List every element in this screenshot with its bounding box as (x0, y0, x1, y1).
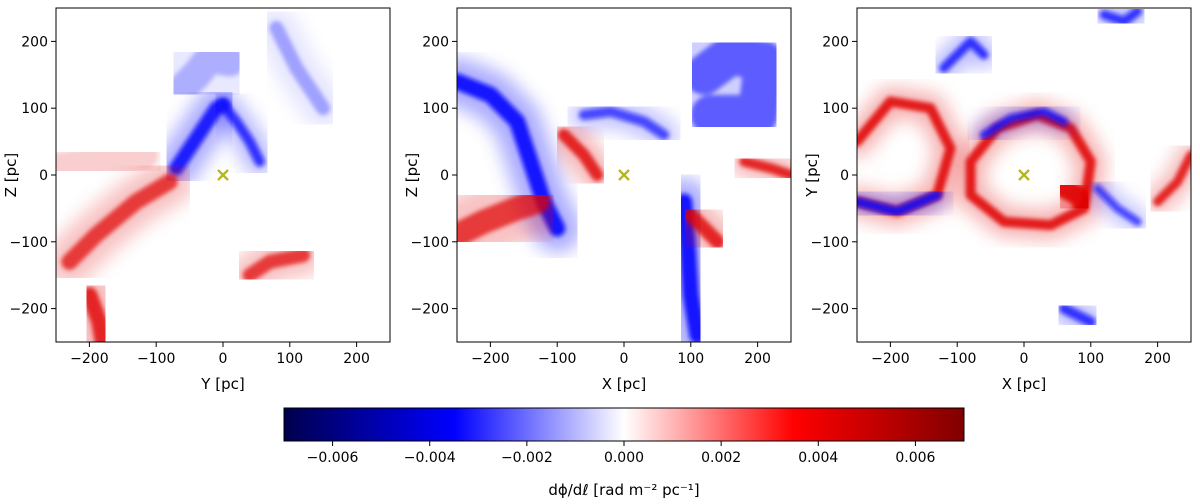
panel-2-xlabel: X [pc] (602, 375, 647, 393)
panel-3-xlabel: X [pc] (1002, 375, 1047, 393)
panel-3-xtick-label: 200 (1144, 351, 1171, 367)
panel-2-xtick-label: 0 (620, 351, 629, 367)
panel-2-feature-5 (557, 128, 604, 181)
panel-3-xticks: −200 −100 0 100 200 (871, 342, 1171, 367)
panel-3-feature-8 (1059, 303, 1096, 327)
panel-1-xtick-label: −200 (70, 351, 108, 367)
panel-2-ytick-label: 100 (422, 101, 449, 117)
panel-1-ytick-label: 0 (39, 168, 48, 184)
panel-3-xtick-label: −200 (871, 351, 909, 367)
panel-2-ytick-label: 0 (440, 168, 449, 184)
panel-3-feature-6 (1093, 184, 1142, 226)
panel-2-marker (618, 169, 630, 181)
panel-3-yticks: 200 100 0 −100 −200 (811, 34, 857, 318)
panel-1-feature-2 (167, 43, 245, 104)
panel-2-feature-4 (457, 189, 550, 248)
panel-1-features (56, 8, 345, 342)
panel-3-ytick-label: 100 (822, 101, 849, 117)
panel-3-ytick-label: −100 (811, 235, 849, 251)
panel-1-feature-7 (56, 140, 158, 184)
panel-2-ytick-label: 200 (422, 34, 449, 50)
panel-2-xtick-label: 100 (677, 351, 704, 367)
panel-3-marker (1018, 169, 1030, 181)
colorbar-tick-label: −0.002 (501, 450, 553, 466)
panel-2-xticks: −200 −100 0 100 200 (471, 342, 771, 367)
panel-1-feature-1 (218, 99, 265, 167)
panel-2-xtick-label: 200 (744, 351, 771, 367)
panel-3-features (857, 8, 1191, 337)
panel-1-xtick-label: 100 (276, 351, 303, 367)
panel-1-feature-3 (269, 21, 331, 116)
panel-1-feature-5 (81, 287, 111, 342)
panel-2-feature-2 (684, 34, 785, 135)
colorbar-tick-label: −0.004 (404, 450, 456, 466)
panel-1-marker (217, 169, 229, 181)
colorbar-label: dϕ/dℓ [rad m⁻² pc⁻¹] (548, 481, 699, 499)
panel-2-feature-7 (739, 156, 791, 180)
panel-1-ytick-label: −100 (10, 235, 48, 251)
panel-1-ylabel: Z [pc] (2, 153, 20, 198)
panel-1-xticks: −200 −100 0 100 200 (70, 342, 370, 367)
panel-2-ytick-label: −100 (411, 235, 449, 251)
panel-1-ytick-label: 100 (21, 101, 48, 117)
colorbar-tick-label: 0.002 (701, 450, 741, 466)
panel-3-xtick-label: −100 (938, 351, 976, 367)
panel-3-ytick-label: −200 (811, 302, 849, 318)
panel-3-ylabel: Y [pc] (803, 153, 821, 197)
colorbar: −0.006 −0.004 −0.002 0.000 0.002 0.004 0.006 d… (283, 407, 965, 499)
panel-1-ytick-label: −200 (10, 302, 48, 318)
panel-3: −200 −100 0 100 200 200 100 0 −100 −200 X [pc] Y… (803, 7, 1192, 393)
panel-3-ytick-label: 200 (822, 34, 849, 50)
panel-1-xtick-label: 200 (343, 351, 370, 367)
panel-1: −200 −100 0 100 200 200 100 0 −100 −200 Y [pc] Z… (2, 7, 391, 393)
panel-1-xlabel: Y [pc] (200, 375, 244, 393)
panel-1-feature-6 (242, 248, 311, 283)
colorbar-gradient (283, 407, 965, 442)
panel-3-center-marker (1018, 169, 1030, 181)
panel-2-feature-3 (578, 106, 670, 140)
panel-2-feature-6 (683, 208, 725, 249)
panel-2-ylabel: Z [pc] (403, 153, 421, 198)
panel-3-feature-4 (939, 36, 989, 73)
panel-1-xtick-label: 0 (219, 351, 228, 367)
panel-2-center-marker (618, 169, 630, 181)
panel-1-ytick-label: 200 (21, 34, 48, 50)
panel-1-yticks: 200 100 0 −100 −200 (10, 34, 56, 318)
panel-2-xtick-label: −100 (538, 351, 576, 367)
panel-2-ytick-label: −200 (411, 302, 449, 318)
panel-2-yticks: 200 100 0 −100 −200 (411, 34, 457, 318)
colorbar-ticks: −0.006 −0.004 −0.002 0.000 0.002 0.004 0.006 (307, 441, 936, 466)
colorbar-tick-label: 0.004 (798, 450, 838, 466)
panel-3-feature-1 (857, 190, 942, 217)
panel-2: −200 −100 0 100 200 200 100 0 −100 −200 X [pc] Z… (403, 7, 792, 393)
colorbar-tick-label: 0.000 (604, 450, 644, 466)
colorbar-tick-label: 0.006 (895, 450, 935, 466)
panel-3-feature-7 (1153, 150, 1191, 207)
panel-3-ytick-label: 0 (840, 168, 849, 184)
panel-1-xtick-label: −100 (137, 351, 175, 367)
panel-3-xtick-label: 0 (1020, 351, 1029, 367)
panel-3-feature-9 (1099, 8, 1143, 26)
panel-2-features (457, 8, 791, 342)
panel-2-xtick-label: −200 (471, 351, 509, 367)
panel-1-center-marker (217, 169, 229, 181)
panel-3-feature-5 (1054, 178, 1095, 216)
panel-3-feature-3 (979, 107, 1069, 139)
colorbar-tick-label: −0.006 (307, 450, 359, 466)
panel-3-xtick-label: 100 (1077, 351, 1104, 367)
